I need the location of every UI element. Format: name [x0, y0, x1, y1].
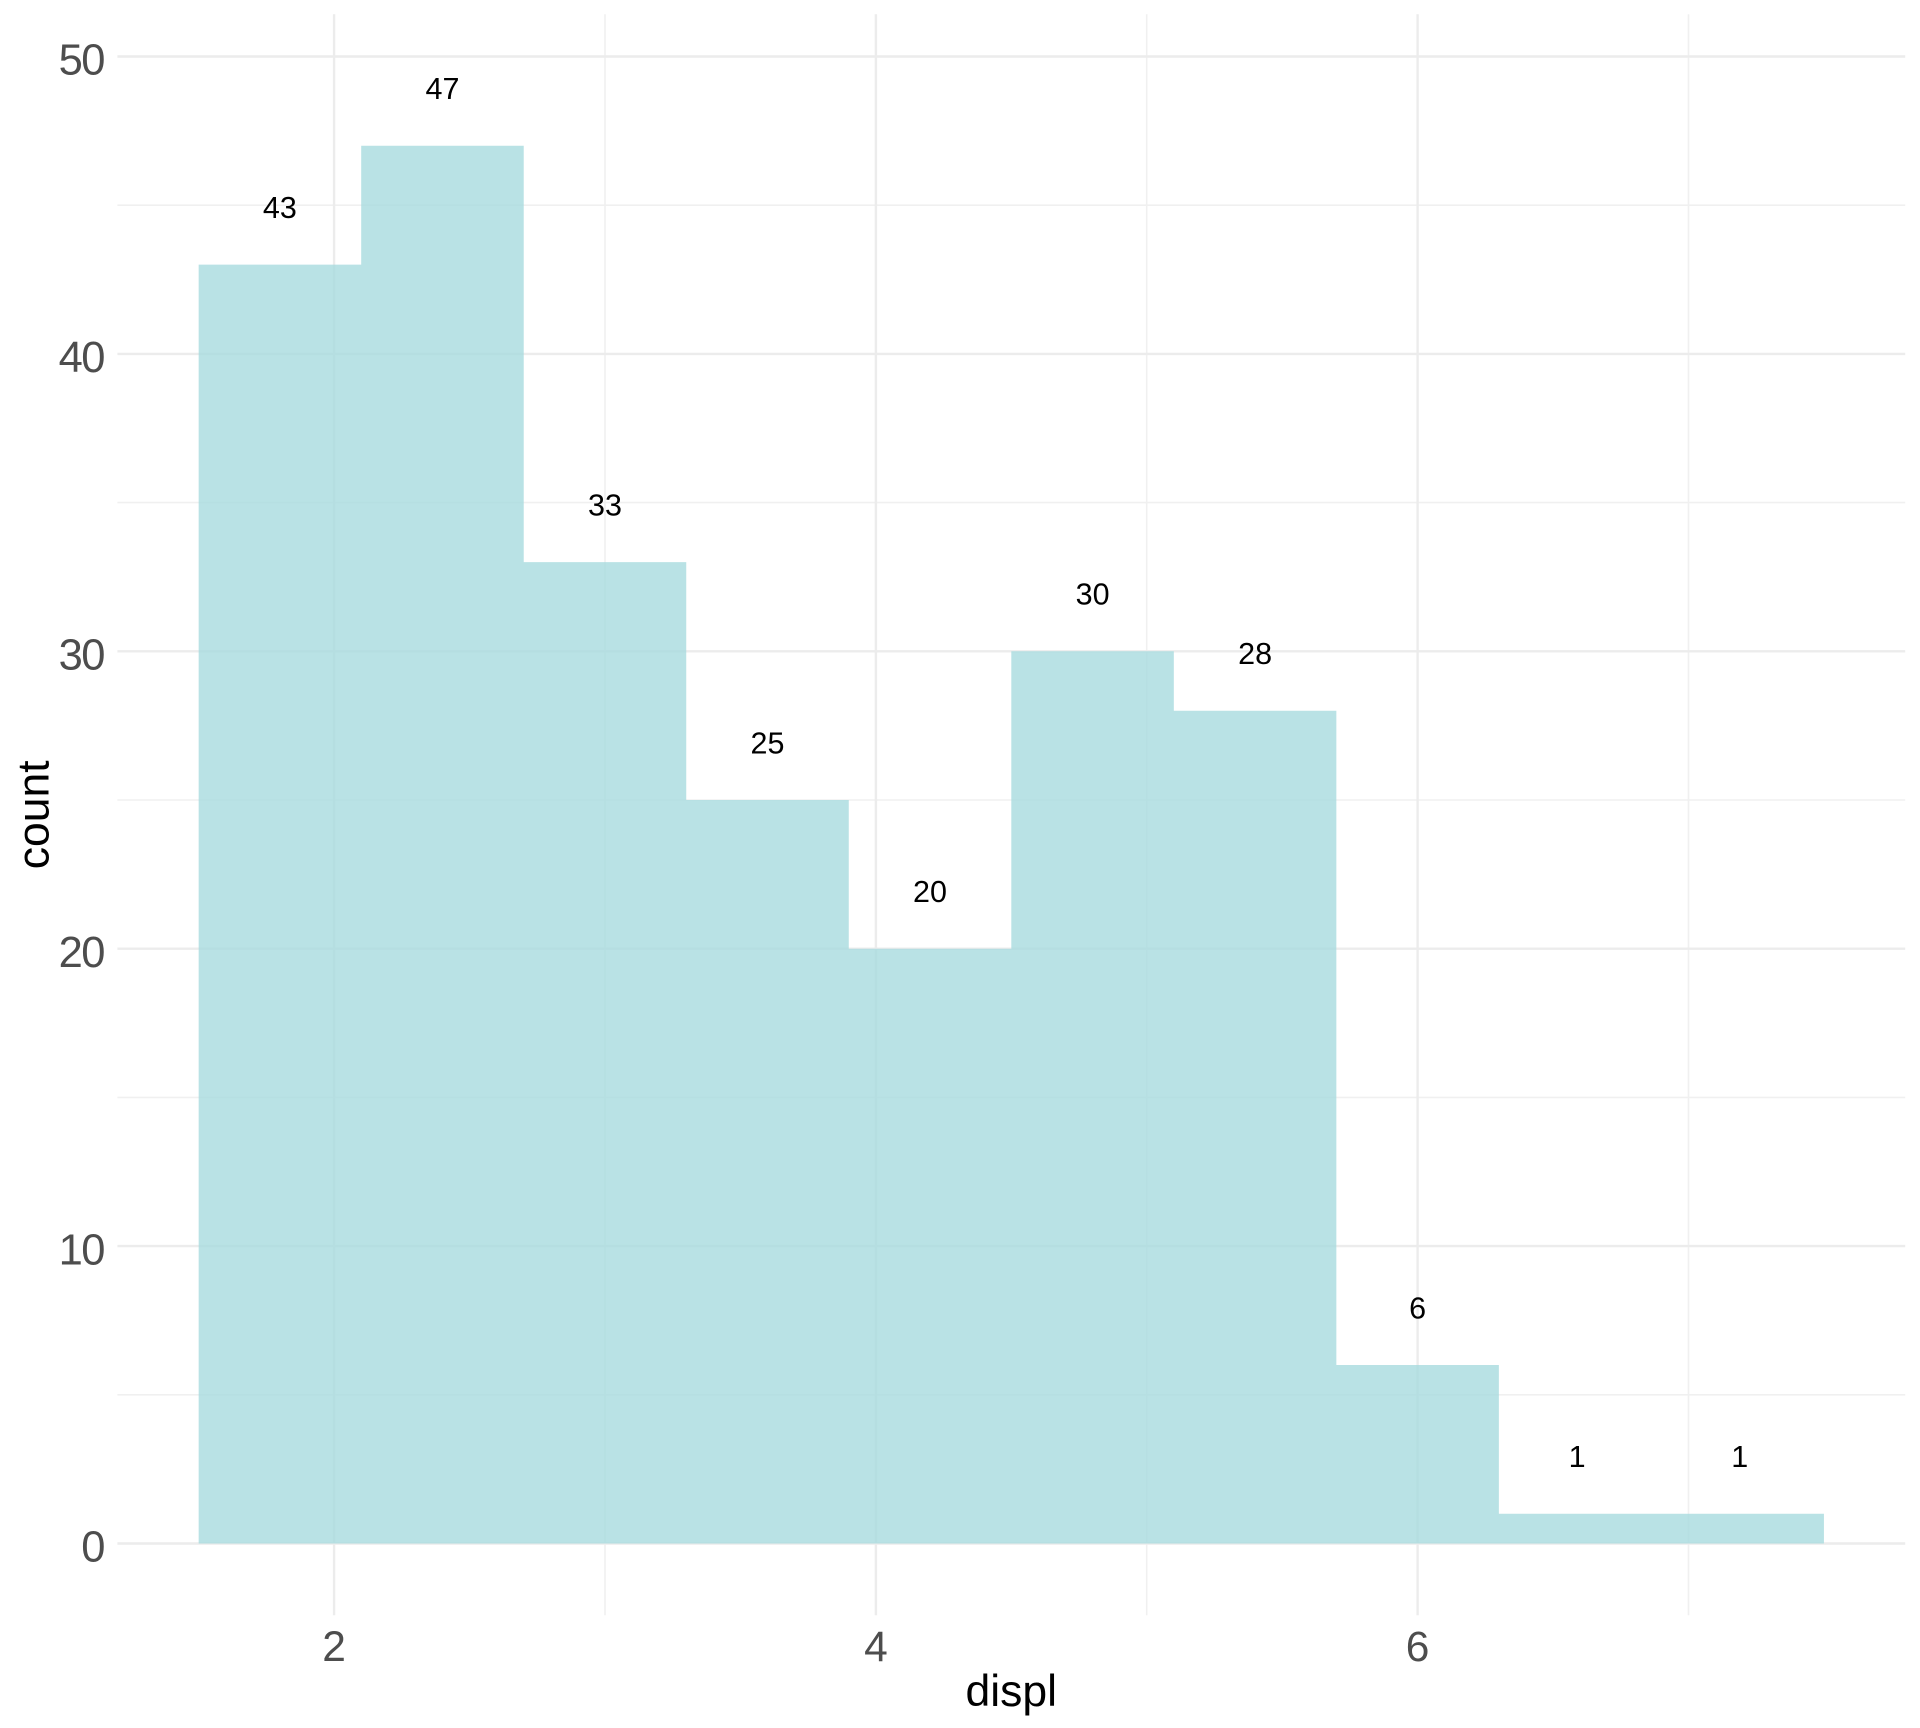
svg-text:50: 50 [59, 37, 105, 85]
svg-text:30: 30 [1076, 578, 1110, 612]
svg-text:20: 20 [913, 875, 947, 909]
svg-text:10: 10 [59, 1226, 105, 1274]
svg-text:40: 40 [59, 334, 105, 382]
svg-text:6: 6 [1406, 1624, 1430, 1671]
svg-text:displ: displ [966, 1667, 1058, 1716]
svg-text:47: 47 [426, 72, 460, 106]
svg-text:20: 20 [59, 929, 105, 977]
svg-text:43: 43 [263, 191, 297, 225]
svg-text:28: 28 [1238, 637, 1272, 671]
svg-text:1: 1 [1731, 1440, 1748, 1474]
svg-text:4: 4 [864, 1624, 888, 1671]
svg-text:0: 0 [81, 1524, 104, 1572]
svg-text:33: 33 [588, 489, 622, 523]
svg-text:count: count [10, 760, 59, 869]
svg-text:25: 25 [751, 726, 785, 760]
svg-text:30: 30 [59, 632, 105, 680]
svg-text:2: 2 [322, 1624, 346, 1671]
svg-text:6: 6 [1409, 1292, 1426, 1326]
svg-text:1: 1 [1569, 1440, 1586, 1474]
